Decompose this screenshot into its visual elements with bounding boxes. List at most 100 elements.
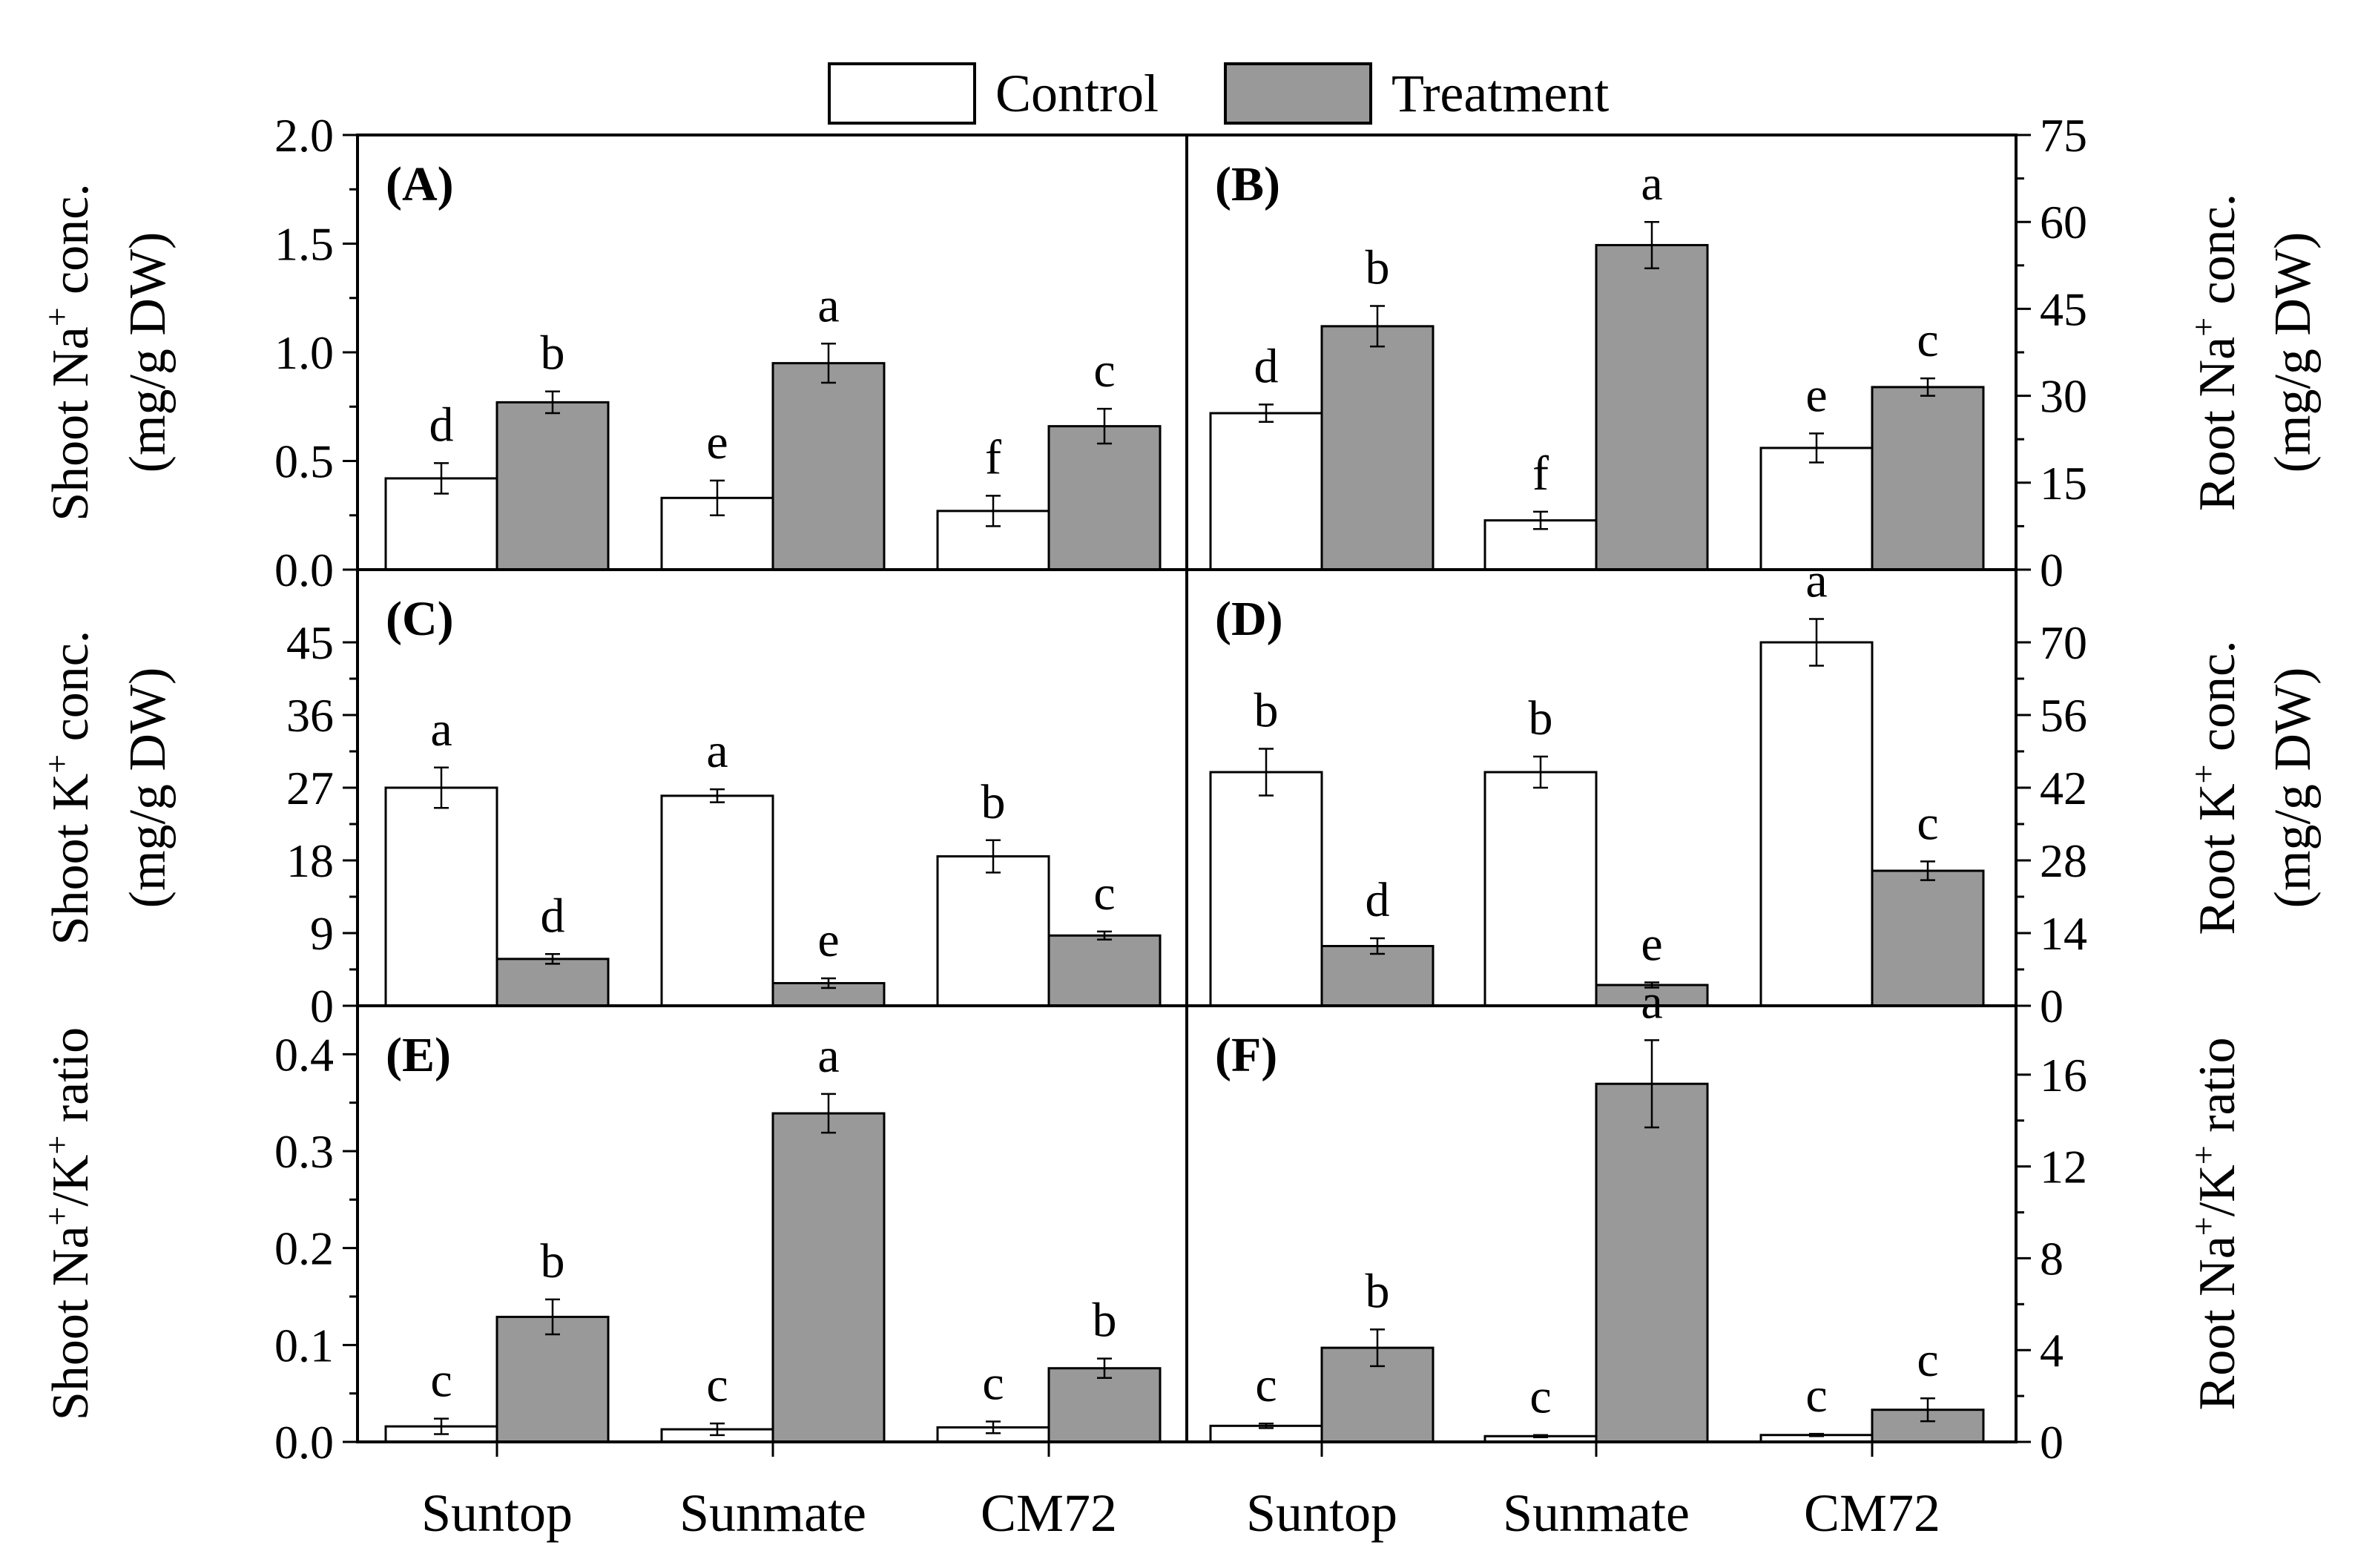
bar-treatment-cm72 [1871, 869, 1985, 1007]
y-axis-title-units: (mg/g DW) [2265, 232, 2322, 473]
significance-letter: e [1805, 368, 1827, 422]
y-axis-title-part: Shoot Na [42, 326, 99, 521]
y-tick-label: 0.1 [274, 1319, 334, 1371]
significance-letter: b [541, 326, 565, 381]
bar-treatment-suntop [495, 958, 610, 1007]
significance-letter: c [1805, 1368, 1827, 1423]
significance-letter: a [817, 278, 839, 332]
significance-letter: a [430, 702, 452, 757]
panel-label: (A) [386, 157, 454, 211]
panel-label: (D) [1215, 592, 1283, 646]
bar-treatment-suntop [495, 1315, 610, 1443]
y-tick-label: 14 [2040, 907, 2087, 960]
y-tick-label: 27 [286, 762, 334, 814]
y-axis-title-units: (mg/g DW) [119, 668, 177, 909]
bar-control-sunmate [660, 794, 774, 1007]
y-tick-label: 4 [2040, 1324, 2064, 1377]
legend: Control Treatment [828, 62, 1609, 125]
bar-treatment-cm72 [1871, 1409, 1985, 1443]
significance-letter: c [1529, 1370, 1551, 1424]
y-tick-label: 0 [2040, 1416, 2064, 1469]
legend-control-label: Control [995, 64, 1159, 123]
y-tick-label: 45 [286, 616, 334, 669]
y-tick-label: 30 [2040, 370, 2087, 423]
x-tick-label: Sunmate [679, 1483, 866, 1543]
x-tick-label: Suntop [421, 1483, 573, 1543]
bar-control-sunmate [1483, 771, 1598, 1007]
bar-treatment-cm72 [1047, 425, 1162, 571]
y-axis-title-units: (mg/g DW) [119, 232, 177, 473]
y-axis-title: Root Na+ conc. [2184, 194, 2246, 511]
y-tick-label: 0 [310, 980, 334, 1032]
significance-letter: c [1917, 313, 1938, 367]
y-axis-title-units-part: (mg/g DW) [2265, 668, 2322, 909]
y-axis-title-part: conc. [2189, 194, 2246, 317]
bar-treatment-sunmate [771, 362, 886, 571]
significance-letter: b [1529, 691, 1553, 745]
significance-letter: d [1254, 339, 1279, 393]
y-tick-label: 28 [2040, 834, 2087, 887]
significance-letter: c [1093, 343, 1115, 398]
y-axis-title-part: Root Na [2189, 1236, 2246, 1410]
bar-control-cm72 [1759, 447, 1874, 571]
significance-letter: d [541, 889, 565, 943]
bar-treatment-suntop [1320, 325, 1435, 571]
significance-letter: b [981, 775, 1006, 829]
significance-letter: c [706, 1358, 728, 1412]
y-axis-title-units-part: (mg/g DW) [2265, 232, 2322, 473]
panel-c: a a b d e c 0 9 18 27 36 45 (C) Shoot K+ conc. (mg/g D… [38, 592, 1162, 1032]
panel-label: (B) [1215, 157, 1280, 211]
y-tick-label: 15 [2040, 457, 2087, 510]
panel-d: b b a d e c 0 14 28 42 56 70 (D) Root K+ conc. (mg/g D… [1209, 554, 2322, 1032]
bar-control-suntop [1209, 412, 1323, 571]
significance-letter: e [1641, 918, 1662, 972]
significance-letter: a [1805, 554, 1827, 608]
significance-letter: c [1255, 1358, 1277, 1412]
significance-letter: a [1641, 975, 1662, 1029]
significance-letter: a [706, 724, 728, 778]
y-tick-label: 2.0 [274, 109, 334, 162]
y-axis-title-part: /K [2189, 1165, 2246, 1216]
significance-letter: f [1532, 447, 1549, 501]
y-tick-label: 8 [2040, 1232, 2064, 1285]
panel-label: (F) [1215, 1028, 1277, 1082]
significance-letter: c [1093, 866, 1115, 920]
bar-treatment-cm72 [1047, 934, 1162, 1007]
y-tick-label: 60 [2040, 196, 2087, 248]
y-tick-label: 18 [286, 834, 334, 887]
y-axis-title: Shoot Na+ conc. [38, 183, 99, 521]
y-axis-title-part: Shoot Na [42, 1226, 99, 1421]
bar-treatment-suntop [1320, 945, 1435, 1007]
y-tick-label: 0.5 [274, 435, 334, 488]
y-axis-title: Root Na+/K+ ratio [2184, 1038, 2246, 1411]
y-axis-title: Root K+ conc. [2184, 640, 2246, 935]
y-axis-title-units-part: (mg/g DW) [119, 668, 177, 909]
legend-treatment-swatch [1224, 62, 1372, 125]
y-tick-label: 16 [2040, 1049, 2087, 1101]
y-tick-label: 0 [2040, 980, 2064, 1032]
x-tick-label: Suntop [1246, 1483, 1397, 1543]
y-axis-title-units: (mg/g DW) [2265, 668, 2322, 909]
significance-letter: b [1254, 684, 1279, 738]
significance-letter: e [817, 913, 839, 967]
y-axis-title-part: Root K [2189, 783, 2246, 935]
bar-treatment-cm72 [1047, 1367, 1162, 1443]
panel-label: (C) [386, 592, 454, 646]
y-axis-title-part: ratio [2189, 1038, 2246, 1146]
y-axis-title-part: /K [42, 1155, 99, 1207]
bar-control-cm72 [1759, 641, 1874, 1007]
y-tick-label: 0.0 [274, 1416, 334, 1469]
panel-b: d f e b a c 0 15 30 45 60 75 (B) Root Na+ conc. (mg/g … [1209, 109, 2322, 596]
y-tick-label: 70 [2040, 616, 2087, 669]
significance-letter: b [1093, 1294, 1117, 1348]
significance-letter: a [1641, 157, 1662, 211]
bar-treatment-suntop [495, 401, 610, 571]
bar-control-cm72 [936, 855, 1050, 1007]
bar-treatment-cm72 [1871, 386, 1985, 571]
y-axis-title-part: conc. [42, 183, 99, 307]
y-tick-label: 36 [286, 689, 334, 742]
y-axis-title-units-part: (mg/g DW) [119, 232, 177, 473]
